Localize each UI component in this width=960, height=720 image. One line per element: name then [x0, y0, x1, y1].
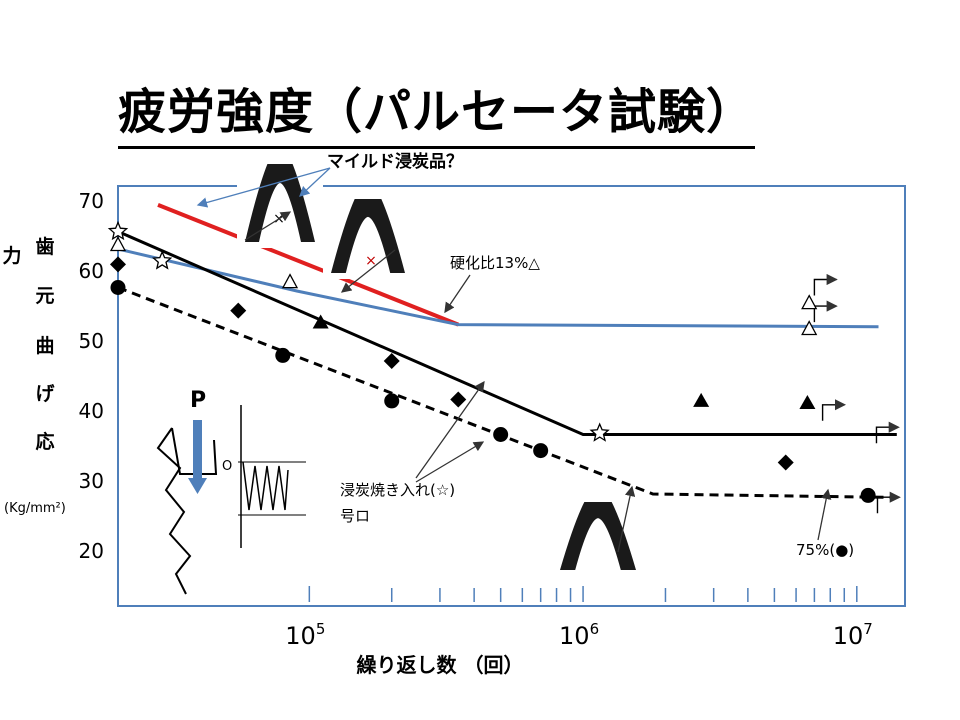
data-point-circle [860, 487, 876, 503]
load-o-label: O [222, 459, 232, 474]
callout-arrow [444, 274, 471, 314]
data-point-star [152, 250, 173, 270]
y-tick-label: 70 [79, 189, 104, 213]
data-point-triangle-open [801, 294, 818, 310]
annotation-carburized: 浸炭焼き入れ(☆) [340, 481, 455, 499]
annotation-hardness: 硬化比13%△ [450, 254, 540, 272]
annotation-gouro: 号ロ [340, 507, 370, 525]
tooth-shape [560, 502, 636, 570]
y-axis-label-char: 元 [35, 285, 54, 307]
y-axis-label-char: げ [35, 383, 55, 405]
data-point-triangle-open [281, 273, 299, 289]
data-point-triangle-open [801, 320, 818, 336]
tooth-shape [245, 164, 315, 242]
callout-arrow [415, 380, 485, 479]
data-point-diamond [383, 353, 400, 369]
data-point-triangle [799, 395, 816, 409]
load-arrow-head [188, 478, 207, 494]
annotation-75: 75%(●) [796, 541, 854, 559]
runout-arrow [821, 399, 846, 421]
callout-arrow [415, 441, 485, 483]
page-title: 疲労強度（パルセータ試験） [118, 72, 756, 149]
y-axis-label-char: 歯 [35, 235, 54, 258]
series-line [117, 230, 897, 436]
x-tick-label: 107 [833, 620, 873, 650]
y-tick-label: 40 [79, 399, 104, 423]
callout-arrow [244, 211, 292, 241]
x-axis-label: 繰り返し数 （回） [357, 653, 524, 677]
tooth-image-3 [552, 494, 644, 576]
data-point-diamond [777, 454, 794, 471]
series-line [117, 286, 897, 499]
runout-arrow [875, 421, 900, 444]
runout-arrow [813, 273, 838, 296]
load-p-label: P [190, 388, 206, 413]
y-unit: (Kg/mm²) [4, 501, 66, 516]
y-tick-label: 60 [79, 259, 104, 283]
y-tick-label: 20 [79, 539, 104, 563]
y-axis-label-char: 力 [2, 244, 21, 267]
y-axis-label-char: 応 [35, 430, 54, 453]
data-point-diamond [110, 256, 126, 273]
callout-arrow [299, 167, 331, 197]
waveform-zigzag [242, 461, 289, 511]
y-tick-label: 50 [79, 329, 104, 353]
data-point-diamond [230, 302, 247, 319]
data-point-circle [493, 427, 509, 442]
runout-arrow [876, 491, 901, 514]
y-tick-label: 30 [79, 469, 104, 493]
data-point-circle [275, 347, 291, 363]
annotation-mild: マイルド浸炭品？ [327, 151, 463, 172]
callout-arrow [817, 488, 832, 541]
load-arrow-shaft [193, 420, 202, 480]
x-tick-label: 106 [559, 620, 599, 650]
data-point-star [107, 220, 129, 241]
tooth-image-2: × [323, 191, 413, 279]
data-point-circle [384, 393, 400, 409]
plot-frame [117, 185, 906, 607]
data-point-circle [533, 443, 549, 459]
tooth-mark: × [365, 253, 377, 269]
data-point-circle [110, 280, 126, 295]
runout-arrow [813, 300, 838, 323]
callout-arrow [617, 485, 636, 553]
data-point-triangle [312, 314, 329, 329]
y-axis-label-char: 曲 [35, 335, 54, 357]
callout-arrow [196, 167, 331, 208]
specimen-schematic [156, 405, 306, 595]
callout-arrow [340, 249, 396, 293]
data-point-star [589, 422, 610, 442]
series-line [157, 203, 460, 327]
x-tick-label: 105 [285, 620, 325, 650]
data-point-triangle [693, 392, 710, 407]
tooth-shape [331, 199, 405, 273]
tooth-image-1: × [237, 156, 323, 248]
specimen-profile [156, 427, 192, 595]
data-point-diamond [450, 391, 467, 408]
data-point-triangle-open [109, 236, 127, 252]
